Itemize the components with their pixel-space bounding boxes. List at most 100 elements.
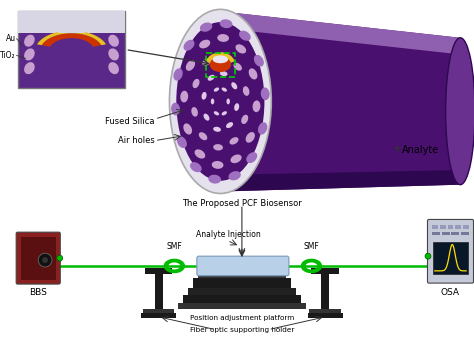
Polygon shape xyxy=(220,11,460,55)
Ellipse shape xyxy=(228,171,241,180)
Polygon shape xyxy=(220,170,460,192)
Ellipse shape xyxy=(261,87,270,100)
Text: SMF: SMF xyxy=(303,242,319,251)
Text: Analyte Injection: Analyte Injection xyxy=(196,230,261,239)
Bar xyxy=(155,268,163,317)
Ellipse shape xyxy=(186,60,195,71)
Bar xyxy=(18,11,126,88)
Ellipse shape xyxy=(202,58,211,66)
Bar xyxy=(456,225,461,229)
Polygon shape xyxy=(220,11,460,192)
Bar xyxy=(432,232,440,235)
Ellipse shape xyxy=(109,35,119,47)
Ellipse shape xyxy=(243,86,249,96)
Ellipse shape xyxy=(177,136,187,148)
Bar xyxy=(198,268,286,278)
Text: The Proposed PCF Biosensor: The Proposed PCF Biosensor xyxy=(182,199,302,208)
Text: OSA: OSA xyxy=(441,287,460,297)
Text: BBS: BBS xyxy=(29,288,47,298)
Ellipse shape xyxy=(209,175,221,184)
Text: TiO₂: TiO₂ xyxy=(0,51,16,60)
Text: Air holes: Air holes xyxy=(118,136,155,145)
Ellipse shape xyxy=(24,35,35,47)
Bar xyxy=(183,295,301,303)
Ellipse shape xyxy=(213,144,223,151)
Ellipse shape xyxy=(220,71,228,76)
Ellipse shape xyxy=(176,22,264,181)
Text: SMF: SMF xyxy=(166,242,182,251)
Ellipse shape xyxy=(214,87,219,92)
Ellipse shape xyxy=(199,40,210,48)
Bar xyxy=(145,268,173,274)
Ellipse shape xyxy=(222,87,227,92)
Ellipse shape xyxy=(227,99,230,104)
Ellipse shape xyxy=(208,75,215,81)
Ellipse shape xyxy=(24,62,35,74)
Bar xyxy=(178,303,306,309)
Text: Position adjustment platform: Position adjustment platform xyxy=(190,315,294,321)
Ellipse shape xyxy=(109,48,119,60)
Bar xyxy=(143,309,174,317)
Bar xyxy=(442,232,449,235)
Bar xyxy=(20,237,56,280)
FancyBboxPatch shape xyxy=(428,219,474,283)
Ellipse shape xyxy=(173,68,183,81)
Ellipse shape xyxy=(171,103,180,115)
Bar xyxy=(311,268,339,274)
Ellipse shape xyxy=(236,44,246,54)
Ellipse shape xyxy=(211,99,214,104)
Bar xyxy=(440,225,446,229)
Bar xyxy=(141,313,176,318)
Bar xyxy=(193,278,291,287)
Ellipse shape xyxy=(231,82,237,89)
Ellipse shape xyxy=(446,38,474,185)
Ellipse shape xyxy=(194,149,205,159)
Ellipse shape xyxy=(191,107,198,117)
Ellipse shape xyxy=(233,63,242,71)
Ellipse shape xyxy=(199,132,207,140)
Circle shape xyxy=(38,253,52,267)
Ellipse shape xyxy=(254,55,264,67)
Ellipse shape xyxy=(218,53,228,59)
FancyBboxPatch shape xyxy=(197,256,289,276)
Ellipse shape xyxy=(203,114,210,121)
Bar xyxy=(58,11,85,33)
Ellipse shape xyxy=(201,92,207,100)
Ellipse shape xyxy=(214,111,219,115)
Ellipse shape xyxy=(212,55,228,63)
Bar xyxy=(188,287,296,295)
Bar xyxy=(451,232,459,235)
Text: Fiber optic supporting holder: Fiber optic supporting holder xyxy=(190,327,294,333)
Bar xyxy=(447,225,454,229)
Text: Au: Au xyxy=(6,34,16,43)
Ellipse shape xyxy=(226,122,233,128)
Ellipse shape xyxy=(229,137,238,144)
Circle shape xyxy=(425,253,431,259)
Ellipse shape xyxy=(241,115,248,124)
Ellipse shape xyxy=(246,132,255,143)
Ellipse shape xyxy=(217,34,229,42)
Bar xyxy=(206,54,235,77)
FancyBboxPatch shape xyxy=(16,232,60,284)
Bar xyxy=(310,309,341,317)
Ellipse shape xyxy=(246,152,257,163)
Ellipse shape xyxy=(169,9,271,194)
Ellipse shape xyxy=(183,123,192,135)
Polygon shape xyxy=(42,33,101,47)
Circle shape xyxy=(42,257,48,263)
Ellipse shape xyxy=(253,100,260,112)
Ellipse shape xyxy=(212,161,223,169)
Bar xyxy=(461,232,469,235)
Ellipse shape xyxy=(190,162,202,172)
Ellipse shape xyxy=(239,31,251,41)
Ellipse shape xyxy=(220,19,232,28)
Bar xyxy=(463,225,469,229)
Ellipse shape xyxy=(258,122,267,135)
Text: Analyte: Analyte xyxy=(401,145,439,155)
Bar xyxy=(432,225,438,229)
Ellipse shape xyxy=(230,155,242,163)
Bar xyxy=(308,313,343,318)
Ellipse shape xyxy=(222,111,227,115)
Ellipse shape xyxy=(192,79,200,88)
Ellipse shape xyxy=(234,103,239,111)
